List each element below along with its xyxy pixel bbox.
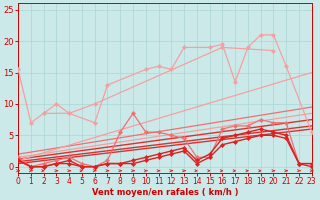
X-axis label: Vent moyen/en rafales ( km/h ): Vent moyen/en rafales ( km/h )	[92, 188, 238, 197]
